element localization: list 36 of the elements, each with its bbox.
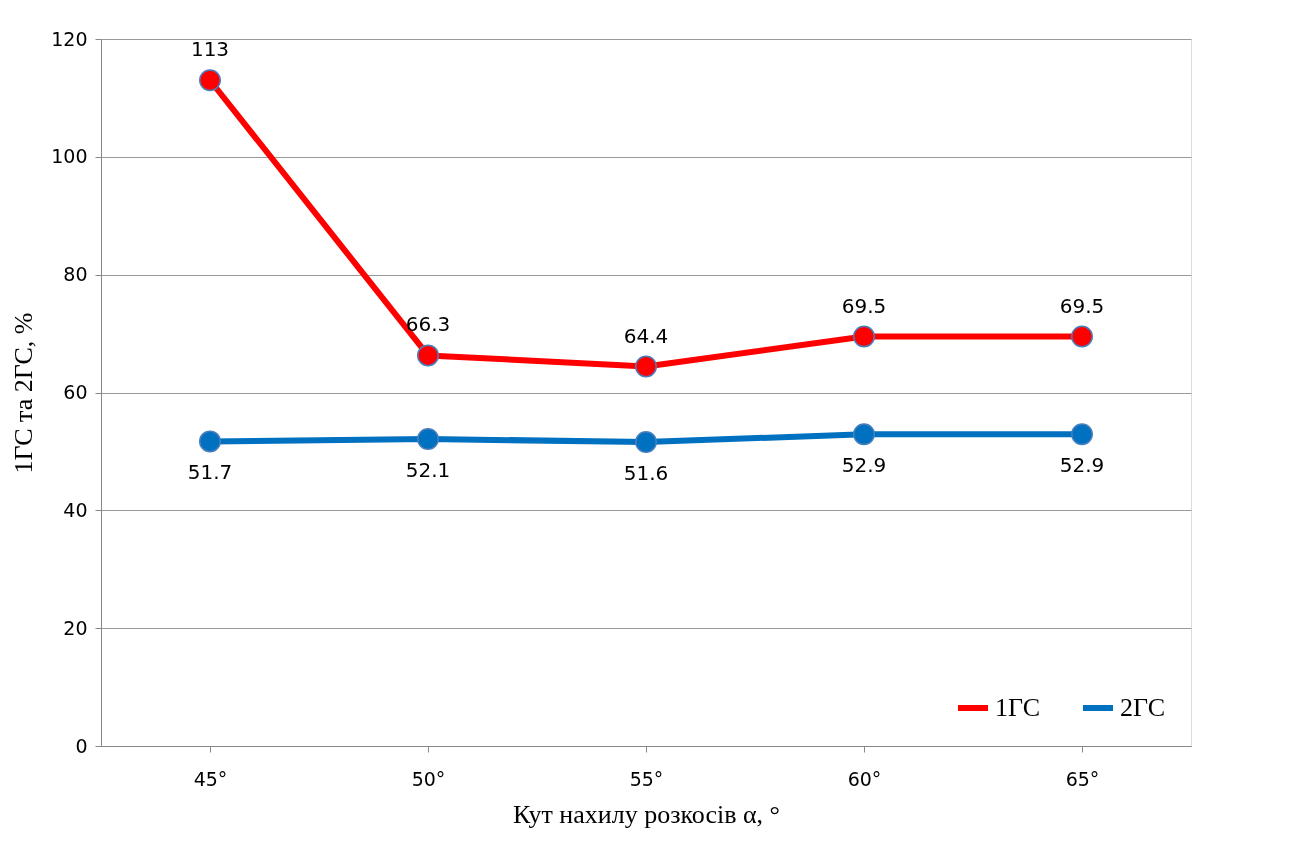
y-tick-label: 20 [63,616,88,639]
data-label: 66.3 [405,312,451,337]
data-label: 52.9 [841,453,887,478]
y-axis-title: 1ГС та 2ГС, % [9,312,39,474]
point [417,428,439,451]
x-tick-label: 50° [411,767,446,790]
y-tick-label: 40 [63,498,88,521]
point [853,325,875,348]
point [417,344,439,367]
data-label: 51.6 [623,460,669,485]
point [199,69,221,92]
legend-label: 1ГС [995,693,1041,722]
legend-label: 2ГС [1120,693,1166,722]
y-tick-label: 60 [63,381,88,403]
y-tick-label: 0 [75,734,88,757]
data-label: 51.7 [187,460,233,485]
x-tick-label: 60° [847,767,882,790]
point [635,355,657,378]
point [1071,423,1093,446]
data-label: 69.5 [841,293,887,318]
x-tick-label: 55° [629,767,664,790]
point [635,431,657,453]
x-axis-title: Кут нахилу розкосів α, ° [513,799,780,829]
data-label: 52.9 [1059,453,1105,478]
y-tick-label: 80 [63,263,88,286]
data-label: 52.1 [405,458,451,483]
data-label: 64.4 [623,323,669,348]
y-tick-label: 100 [51,145,88,168]
point [853,423,875,446]
y-tick-label: 120 [51,27,88,50]
x-tick-label: 65° [1065,767,1100,790]
data-label: 69.5 [1059,293,1105,318]
point [1071,325,1093,348]
point [199,430,221,453]
x-tick-label: 45° [193,767,228,790]
data-label: 113 [190,37,230,62]
